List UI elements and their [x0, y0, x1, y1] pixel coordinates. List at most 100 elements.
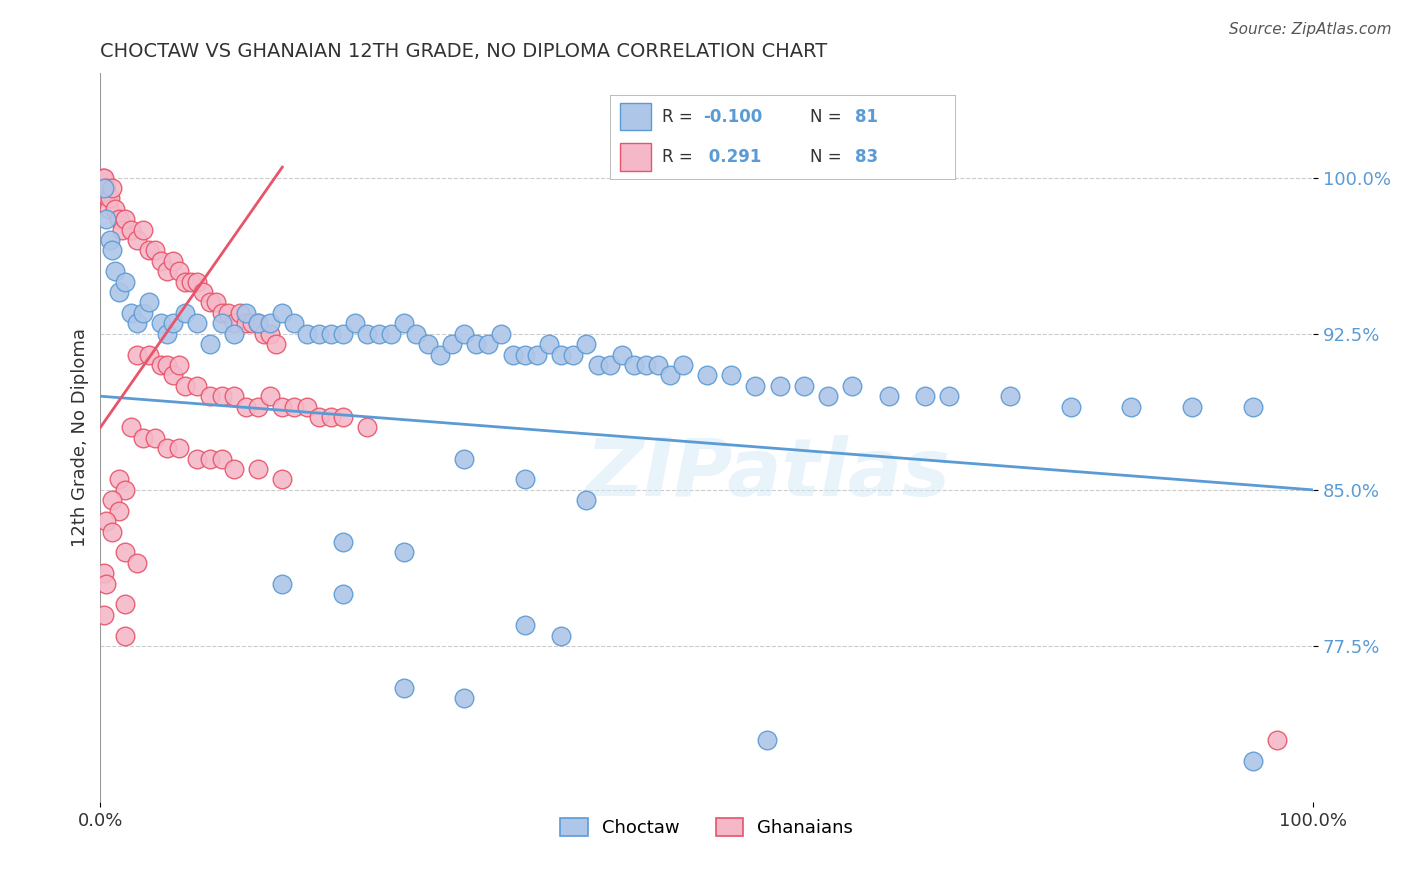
Point	[93, 170, 115, 185]
Point	[392, 316, 415, 330]
Point	[671, 358, 693, 372]
Point	[132, 306, 155, 320]
Point	[198, 295, 221, 310]
Point	[211, 306, 233, 320]
Point	[550, 629, 572, 643]
Point	[132, 431, 155, 445]
Point	[198, 389, 221, 403]
Point	[114, 629, 136, 643]
Point	[271, 473, 294, 487]
Point	[235, 316, 257, 330]
Point	[114, 483, 136, 497]
Point	[513, 618, 536, 632]
Point	[150, 358, 173, 372]
Point	[271, 576, 294, 591]
Point	[156, 264, 179, 278]
Point	[222, 462, 245, 476]
Point	[599, 358, 621, 372]
Point	[120, 420, 142, 434]
Point	[107, 473, 129, 487]
Point	[125, 556, 148, 570]
Point	[283, 400, 305, 414]
Point	[222, 389, 245, 403]
Point	[319, 326, 342, 341]
Point	[186, 378, 208, 392]
Point	[744, 378, 766, 392]
Point	[98, 191, 121, 205]
Point	[513, 347, 536, 361]
Point	[198, 337, 221, 351]
Point	[229, 306, 252, 320]
Point	[938, 389, 960, 403]
Point	[97, 191, 120, 205]
Point	[107, 504, 129, 518]
Point	[817, 389, 839, 403]
Text: Source: ZipAtlas.com: Source: ZipAtlas.com	[1229, 22, 1392, 37]
Point	[319, 410, 342, 425]
Point	[756, 732, 779, 747]
Point	[259, 389, 281, 403]
Point	[186, 275, 208, 289]
Point	[167, 264, 190, 278]
Point	[380, 326, 402, 341]
Point	[356, 326, 378, 341]
Point	[111, 222, 134, 236]
Point	[1181, 400, 1204, 414]
Text: CHOCTAW VS GHANAIAN 12TH GRADE, NO DIPLOMA CORRELATION CHART: CHOCTAW VS GHANAIAN 12TH GRADE, NO DIPLO…	[100, 42, 828, 61]
Point	[162, 316, 184, 330]
Point	[114, 598, 136, 612]
Point	[477, 337, 499, 351]
Point	[1121, 400, 1143, 414]
Point	[453, 451, 475, 466]
Point	[453, 326, 475, 341]
Point	[295, 400, 318, 414]
Point	[156, 358, 179, 372]
Point	[96, 212, 118, 227]
Point	[793, 378, 815, 392]
Point	[768, 378, 790, 392]
Point	[101, 493, 124, 508]
Point	[429, 347, 451, 361]
Point	[562, 347, 585, 361]
Point	[174, 275, 197, 289]
Point	[240, 316, 263, 330]
Point	[453, 691, 475, 706]
Point	[186, 316, 208, 330]
Point	[636, 358, 658, 372]
Point	[174, 378, 197, 392]
Point	[623, 358, 645, 372]
Point	[998, 389, 1021, 403]
Point	[392, 681, 415, 695]
Point	[167, 442, 190, 456]
Text: ZIPatlas: ZIPatlas	[585, 435, 950, 513]
Point	[222, 316, 245, 330]
Point	[104, 202, 127, 216]
Point	[101, 244, 124, 258]
Point	[392, 545, 415, 559]
Point	[610, 347, 633, 361]
Point	[489, 326, 512, 341]
Point	[132, 222, 155, 236]
Point	[150, 316, 173, 330]
Point	[441, 337, 464, 351]
Point	[211, 451, 233, 466]
Point	[308, 410, 330, 425]
Point	[247, 462, 270, 476]
Point	[120, 222, 142, 236]
Point	[247, 400, 270, 414]
Point	[125, 316, 148, 330]
Point	[96, 181, 118, 195]
Point	[91, 170, 114, 185]
Point	[156, 326, 179, 341]
Point	[647, 358, 669, 372]
Point	[104, 264, 127, 278]
Point	[308, 326, 330, 341]
Point	[198, 451, 221, 466]
Point	[96, 576, 118, 591]
Point	[259, 326, 281, 341]
Point	[93, 566, 115, 581]
Point	[217, 306, 239, 320]
Point	[538, 337, 561, 351]
Point	[914, 389, 936, 403]
Point	[332, 326, 354, 341]
